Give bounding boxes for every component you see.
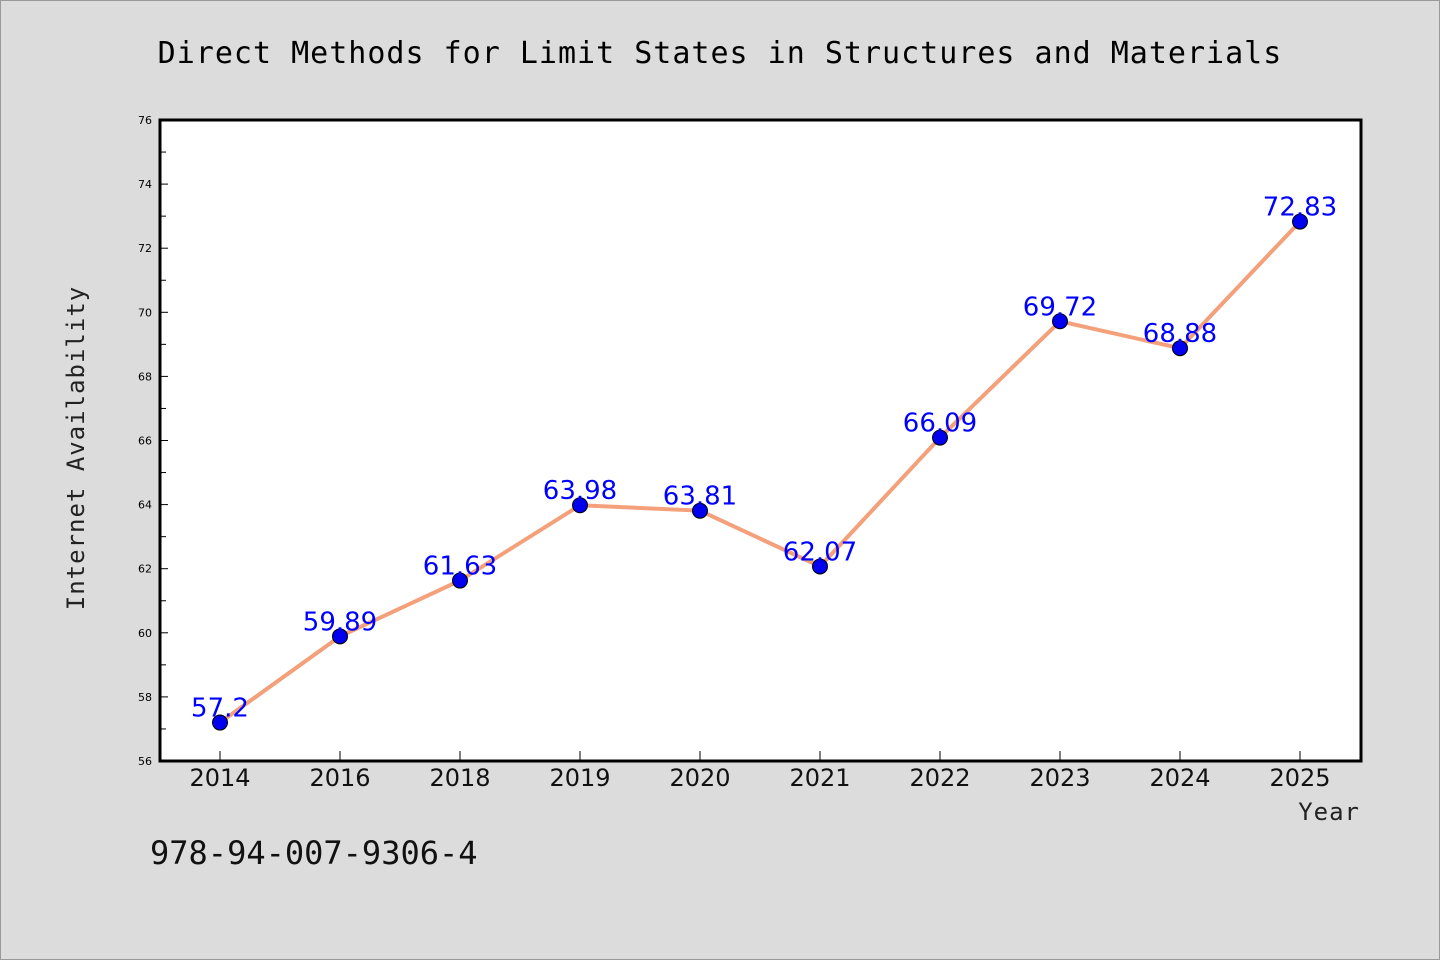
- plot-frame: [158, 118, 1363, 763]
- data-point-marker: [212, 714, 228, 731]
- series-markers: [212, 213, 1308, 731]
- data-point-label: 59.89: [303, 607, 377, 637]
- x-tick-label: 2021: [789, 764, 850, 792]
- y-tick-label: 66: [138, 435, 152, 448]
- y-tick-label: 76: [138, 114, 152, 127]
- data-point-marker: [1292, 213, 1308, 230]
- data-point-marker: [1052, 313, 1068, 330]
- y-tick-label: 64: [138, 499, 152, 512]
- y-tick-label: 56: [138, 755, 152, 768]
- data-point-label: 68.88: [1143, 319, 1217, 349]
- y-tick-label: 70: [138, 306, 152, 319]
- data-point-label: 69.72: [1023, 292, 1097, 322]
- data-point-label: 63.81: [663, 482, 737, 512]
- y-tick-label: 62: [138, 563, 152, 576]
- y-tick-label: 68: [138, 370, 152, 383]
- chart-title: Direct Methods for Limit States in Struc…: [158, 36, 1283, 71]
- y-tick-label: 58: [138, 691, 152, 704]
- x-tick-label: 2018: [429, 764, 490, 792]
- x-axis: 2014 2016 2018 2019 2020 2021 2022 2023 2024 2025: [189, 751, 1331, 792]
- data-point-label: 63.98: [543, 476, 617, 506]
- data-point-marker: [692, 502, 708, 519]
- data-point-label: 57.2: [191, 694, 249, 724]
- data-point-marker: [812, 558, 828, 575]
- x-tick-label: 2025: [1269, 764, 1330, 792]
- x-tick-label: 2019: [549, 764, 610, 792]
- y-tick-label: 72: [138, 242, 152, 255]
- x-tick-label: 2022: [909, 764, 970, 792]
- data-point-label: 62.07: [783, 537, 857, 567]
- data-point-marker: [332, 628, 348, 645]
- y-tick-label: 74: [138, 178, 152, 191]
- data-point-label: 72.83: [1263, 193, 1337, 223]
- y-axis-label: Internet Availability: [62, 286, 90, 610]
- data-point-label: 66.09: [903, 409, 977, 439]
- data-point-marker: [932, 429, 948, 446]
- x-tick-label: 2014: [189, 764, 250, 792]
- x-tick-label: 2024: [1149, 764, 1210, 792]
- plot-area: [160, 120, 1361, 761]
- x-tick-label: 2016: [309, 764, 370, 792]
- series-line: [218, 220, 1302, 725]
- isbn-text: 978-94-007-9306-4: [150, 834, 478, 872]
- data-point-marker: [452, 572, 468, 589]
- x-axis-label: Year: [1298, 798, 1360, 826]
- data-point-marker: [572, 497, 588, 514]
- x-tick-label: 2023: [1029, 764, 1090, 792]
- y-tick-label: 60: [138, 627, 152, 640]
- data-labels: 57.2 59.89 61.63 63.98 63.81 62.07 66.09 69.72 6…: [191, 193, 1337, 724]
- data-point-label: 61.63: [423, 552, 497, 582]
- x-tick-label: 2020: [669, 764, 730, 792]
- data-point-marker: [1172, 340, 1188, 357]
